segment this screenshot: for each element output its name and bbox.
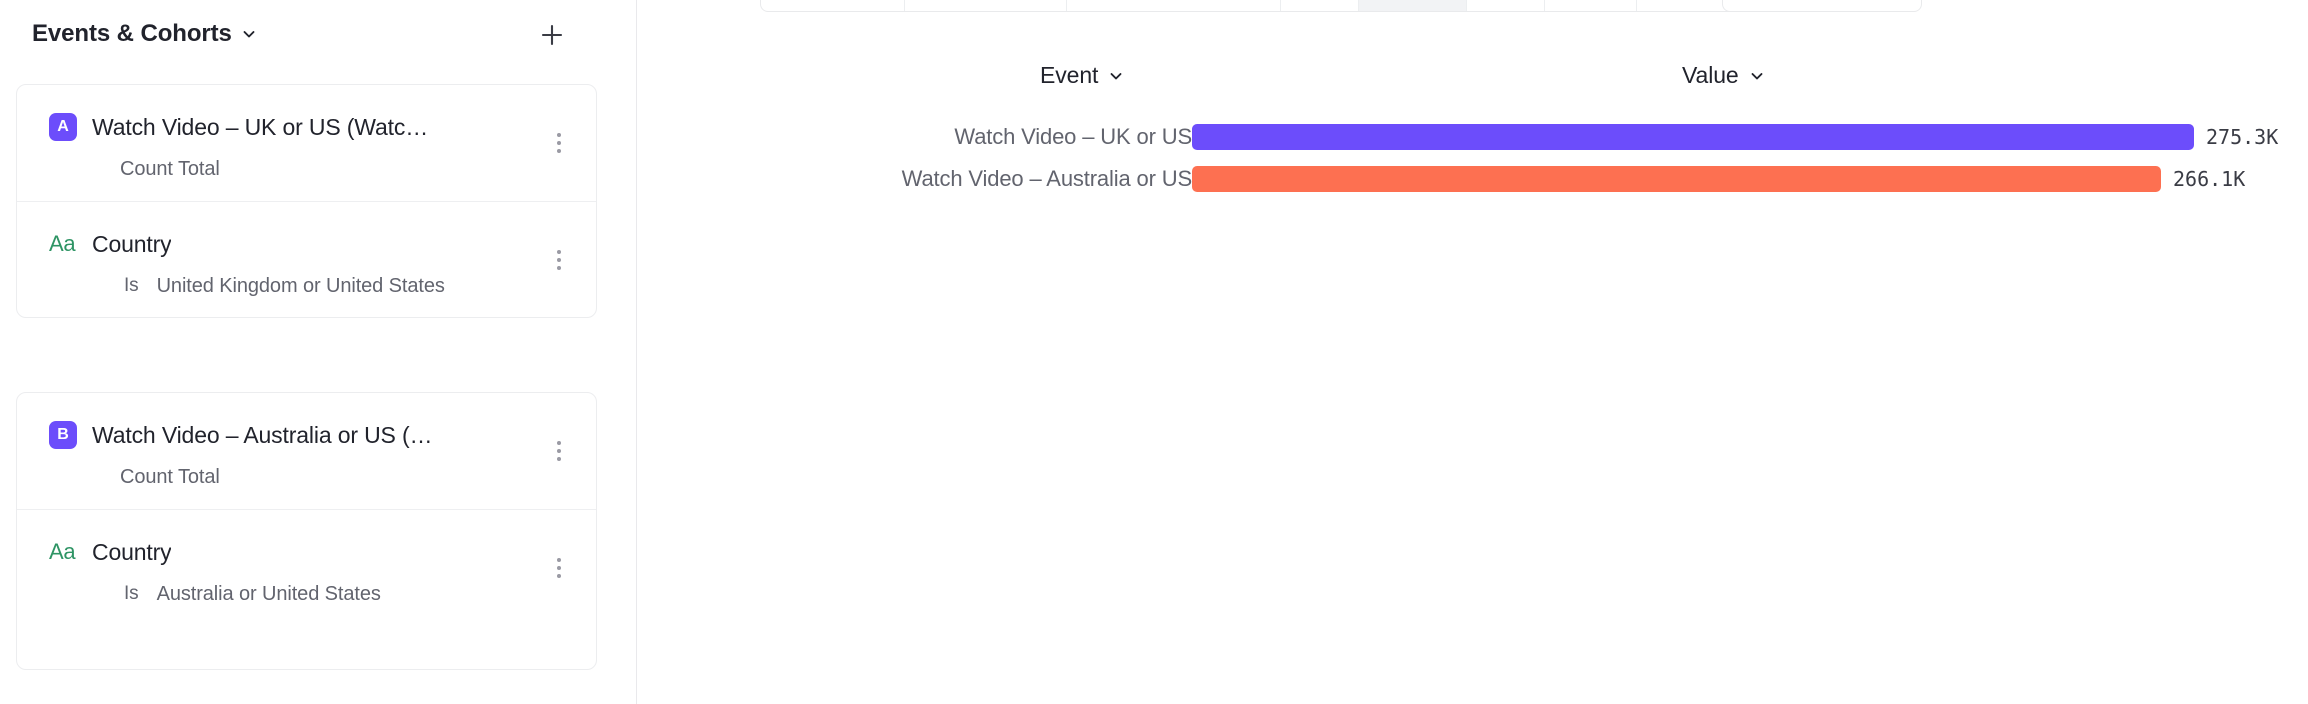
- column-header-value[interactable]: Value: [1682, 62, 1765, 89]
- filter-row-main: Aa Country: [17, 536, 596, 568]
- more-vertical-icon[interactable]: [544, 243, 574, 277]
- column-header-event[interactable]: Event: [1040, 62, 1124, 89]
- bar-0[interactable]: [1192, 124, 2194, 150]
- event-badge-letter: A: [49, 113, 77, 141]
- bar-1[interactable]: [1192, 166, 2161, 192]
- chart-panel: Event Value Watch Video – UK or US 275.3…: [638, 0, 2308, 704]
- segment-4[interactable]: [1281, 0, 1359, 11]
- add-event-button[interactable]: [533, 16, 571, 54]
- event-measure: Count Total: [120, 157, 220, 180]
- chevron-down-icon: [1108, 68, 1124, 84]
- more-vertical-icon[interactable]: [544, 551, 574, 585]
- event-row-main: A Watch Video – UK or US (Watc…: [17, 111, 596, 143]
- more-vertical-icon[interactable]: [544, 126, 574, 160]
- event-filter-row[interactable]: Aa Country Is United Kingdom or United S…: [17, 201, 596, 317]
- filter-value: United Kingdom or United States: [156, 274, 445, 297]
- event-measure: Count Total: [120, 465, 220, 488]
- event-card-a[interactable]: A Watch Video – UK or US (Watc… Count To…: [16, 84, 597, 318]
- chart-type-segmented-control[interactable]: [760, 0, 1746, 12]
- plus-icon: [541, 24, 563, 46]
- event-filter-row[interactable]: Aa Country Is Australia or United States: [17, 509, 596, 626]
- filter-condition-line: Is Australia or United States: [17, 580, 596, 608]
- sidebar-title-dropdown[interactable]: Events & Cohorts: [32, 20, 257, 48]
- bar-category-label: Watch Video – Australia or US: [901, 166, 1193, 191]
- bar-value-label: 266.1K: [2173, 167, 2246, 191]
- event-measure-line: Count Total: [17, 463, 596, 491]
- column-header-value-label: Value: [1682, 62, 1739, 88]
- event-measure-line: Count Total: [17, 155, 596, 183]
- toolbar-pill-button[interactable]: [1722, 0, 1922, 12]
- filter-property-name: Country: [92, 538, 172, 565]
- chevron-down-icon: [1749, 68, 1765, 84]
- toolbar-clipped-region: [638, 0, 2308, 12]
- bar-category-label: Watch Video – UK or US: [954, 124, 1192, 149]
- page-title: Events & Cohorts: [32, 20, 232, 47]
- event-definition-row[interactable]: B Watch Video – Australia or US (… Count…: [17, 393, 596, 509]
- chevron-down-icon: [241, 26, 257, 42]
- text-type-icon: Aa: [49, 231, 76, 256]
- segment-5-selected[interactable]: [1359, 0, 1467, 11]
- filter-operator: Is: [124, 275, 139, 296]
- filter-property-name: Country: [92, 230, 172, 257]
- event-card-b[interactable]: B Watch Video – Australia or US (… Count…: [16, 392, 597, 670]
- event-name: Watch Video – UK or US (Watc…: [92, 113, 429, 140]
- segment-2[interactable]: [905, 0, 1067, 11]
- segment-1[interactable]: [761, 0, 905, 11]
- event-row-main: B Watch Video – Australia or US (…: [17, 419, 596, 451]
- bar-row-1[interactable]: Watch Video – Australia or US 266.1K: [638, 160, 2308, 198]
- filter-operator: Is: [124, 583, 139, 604]
- event-definition-row[interactable]: A Watch Video – UK or US (Watc… Count To…: [17, 85, 596, 201]
- more-vertical-icon[interactable]: [544, 434, 574, 468]
- segment-6[interactable]: [1467, 0, 1545, 11]
- segment-7[interactable]: [1545, 0, 1637, 11]
- segment-3[interactable]: [1067, 0, 1281, 11]
- filter-value: Australia or United States: [156, 582, 381, 605]
- chart-column-headers: Event Value: [638, 62, 2308, 102]
- column-header-event-label: Event: [1040, 62, 1099, 88]
- filter-row-main: Aa Country: [17, 228, 596, 260]
- event-badge-letter: B: [49, 421, 77, 449]
- bar-value-label: 275.3K: [2206, 125, 2279, 149]
- event-name: Watch Video – Australia or US (…: [92, 421, 433, 448]
- bar-row-0[interactable]: Watch Video – UK or US 275.3K: [638, 118, 2308, 156]
- sidebar-header: Events & Cohorts: [0, 0, 637, 68]
- events-and-cohorts-sidebar: Events & Cohorts A Watch Video – UK or U…: [0, 0, 637, 704]
- text-type-icon: Aa: [49, 539, 76, 564]
- filter-condition-line: Is United Kingdom or United States: [17, 272, 596, 300]
